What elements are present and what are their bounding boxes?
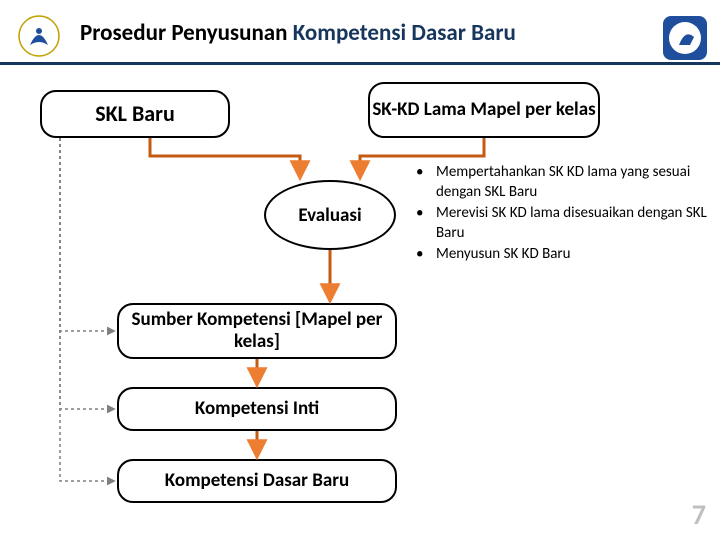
node-sumber: Sumber Kompetensi [Mapel per kelas] [117, 303, 397, 359]
bullet-list: Mempertahankan SK KD lama yang sesuai de… [410, 163, 710, 267]
logo-left [18, 15, 60, 57]
page-number: 7 [692, 497, 706, 532]
header-rule [0, 62, 720, 65]
bullet-item: Menyusun SK KD Baru [410, 245, 710, 265]
node-kompetensi-inti: Kompetensi Inti [117, 387, 397, 431]
slide-title: Prosedur Penyusunan Kompetensi Dasar Bar… [80, 19, 516, 47]
node-skl-baru: SKL Baru [40, 90, 230, 138]
bullet-item: Merevisi SK KD lama disesuaikan dengan S… [410, 204, 710, 243]
node-kompetensi-dasar: Kompetensi Dasar Baru [117, 459, 397, 503]
title-accent: Kompetensi Dasar Baru [293, 19, 516, 47]
header: Prosedur Penyusunan Kompetensi Dasar Bar… [0, 15, 720, 65]
node-skkd-lama: SK-KD Lama Mapel per kelas [368, 82, 600, 138]
logo-right [662, 15, 708, 61]
node-evaluasi: Evaluasi [264, 180, 396, 250]
bullet-item: Mempertahankan SK KD lama yang sesuai de… [410, 163, 710, 202]
title-pre: Prosedur Penyusunan [80, 19, 293, 47]
